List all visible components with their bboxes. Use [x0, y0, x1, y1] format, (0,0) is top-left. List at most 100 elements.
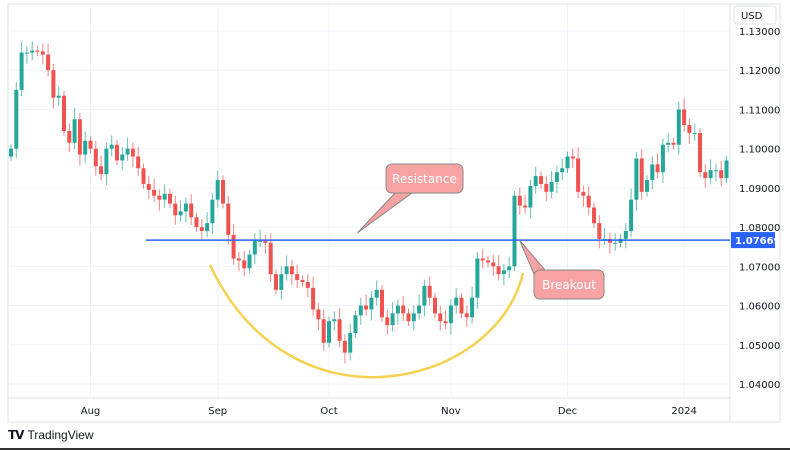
candle-body	[528, 185, 533, 208]
candle-body	[512, 195, 517, 267]
breakout-callout-text: Breakout	[542, 278, 596, 292]
candle-body	[115, 144, 119, 161]
candle-body	[40, 51, 45, 55]
candle-body	[523, 205, 528, 208]
chart-frame	[7, 3, 781, 423]
candle-body	[586, 195, 591, 208]
candle-body	[146, 183, 151, 190]
candle-body	[77, 119, 82, 155]
candle-body	[713, 170, 718, 172]
candle-body	[406, 313, 411, 322]
candle-body	[183, 203, 188, 212]
y-tick-label: 1.11000	[739, 105, 780, 116]
candle-body	[364, 305, 369, 310]
candle-body	[464, 313, 469, 318]
candle-body	[698, 132, 702, 173]
candle-body	[411, 313, 416, 322]
candle-body	[205, 223, 210, 232]
candle-body	[104, 148, 109, 175]
candle-body	[422, 285, 427, 306]
candle-body	[443, 321, 448, 324]
candle-body	[613, 242, 618, 244]
tradingview-logo-text: TradingView	[27, 428, 94, 442]
candle-body	[544, 183, 549, 192]
candle-body	[72, 119, 77, 143]
candle-body	[427, 285, 432, 298]
candle-body	[221, 180, 225, 204]
candle-body	[385, 317, 390, 326]
y-tick-label: 1.06000	[739, 302, 780, 313]
candle-body	[438, 313, 443, 322]
candle-body	[634, 158, 639, 200]
candle-body	[454, 297, 459, 306]
x-tick-label: Oct	[320, 406, 337, 417]
candle-body	[342, 340, 347, 353]
candle-body	[268, 242, 273, 275]
candle-body	[88, 140, 93, 149]
breakout-callout	[533, 269, 605, 300]
candle-body	[708, 170, 713, 179]
candle-body	[194, 217, 199, 228]
price-tag	[731, 232, 775, 249]
candle-body	[252, 240, 257, 255]
candle-body	[448, 305, 453, 324]
candle-body	[284, 266, 289, 275]
candle-body	[687, 125, 692, 133]
candle-body	[316, 309, 321, 320]
candle-body	[173, 203, 178, 216]
candle-body	[311, 287, 316, 310]
y-tick-label: 1.09000	[739, 184, 780, 195]
candle-body	[496, 266, 501, 275]
candle-body	[560, 168, 565, 173]
x-tick-label: Aug	[81, 406, 101, 417]
candle-body	[56, 95, 61, 98]
resistance-callout	[385, 163, 464, 194]
tradingview-logo[interactable]: 𝗧𝗩 TradingView	[8, 428, 94, 442]
candle-body	[274, 274, 278, 290]
candle-body	[671, 142, 676, 145]
candle-body	[655, 164, 660, 173]
candle-body	[279, 274, 284, 290]
candle-body	[348, 332, 353, 353]
candle-body	[676, 109, 681, 145]
candle-body	[247, 254, 252, 269]
candle-body	[369, 297, 374, 310]
candle-body	[724, 160, 729, 179]
candle-body	[157, 195, 162, 200]
candle-body	[152, 189, 157, 196]
candle-body	[475, 258, 480, 298]
candle-body	[380, 289, 384, 318]
candle-body	[576, 158, 581, 192]
candle-body	[295, 274, 300, 281]
candle-body	[141, 168, 146, 184]
candle-body	[321, 319, 326, 343]
candle-body	[337, 319, 342, 341]
candle-body	[554, 172, 559, 182]
candle-body	[236, 258, 241, 261]
candle-body	[14, 89, 19, 149]
resistance-callout-text: Resistance	[392, 172, 457, 186]
candle-body	[639, 158, 644, 192]
candle-body	[226, 203, 231, 235]
candle-body	[210, 199, 215, 224]
candle-body	[9, 148, 13, 157]
candle-body	[178, 211, 183, 216]
candle-body	[581, 191, 586, 196]
candle-body	[597, 223, 602, 239]
candle-body	[703, 172, 708, 179]
candle-body	[46, 54, 51, 71]
candle-body	[470, 297, 475, 318]
candle-body	[390, 313, 395, 326]
candle-body	[682, 109, 687, 126]
candle-body	[645, 180, 649, 192]
candle-body	[517, 195, 522, 206]
candle-body	[592, 207, 596, 224]
candle-body	[125, 148, 130, 155]
candle-body	[623, 231, 628, 239]
currency-button	[733, 5, 777, 25]
candle-body	[168, 193, 172, 204]
candle-body	[83, 140, 88, 155]
breakout-callout-pointer	[519, 239, 546, 275]
